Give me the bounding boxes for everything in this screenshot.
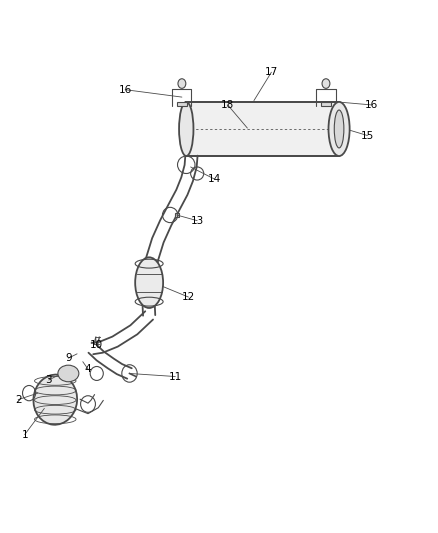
- Text: 15: 15: [361, 131, 374, 141]
- Text: 14: 14: [208, 174, 221, 184]
- Text: 12: 12: [182, 292, 195, 302]
- Text: 18: 18: [221, 100, 234, 110]
- Ellipse shape: [179, 102, 194, 156]
- FancyBboxPatch shape: [177, 102, 187, 107]
- Ellipse shape: [135, 257, 163, 308]
- Text: 3: 3: [46, 375, 52, 385]
- Ellipse shape: [322, 79, 330, 88]
- FancyBboxPatch shape: [321, 102, 331, 107]
- Text: 11: 11: [169, 372, 182, 382]
- Text: 1: 1: [21, 430, 28, 440]
- Ellipse shape: [334, 110, 344, 148]
- Text: 10: 10: [90, 340, 103, 350]
- Text: 17: 17: [265, 67, 278, 77]
- Ellipse shape: [33, 375, 77, 425]
- Text: 4: 4: [85, 364, 92, 374]
- Text: 2: 2: [15, 394, 21, 405]
- Ellipse shape: [178, 79, 186, 88]
- Text: 9: 9: [65, 353, 72, 363]
- Ellipse shape: [328, 102, 350, 156]
- Text: 16: 16: [119, 85, 132, 95]
- Text: 16: 16: [365, 100, 378, 110]
- Text: 13: 13: [191, 216, 204, 225]
- Ellipse shape: [58, 365, 79, 382]
- Bar: [186, 102, 339, 156]
